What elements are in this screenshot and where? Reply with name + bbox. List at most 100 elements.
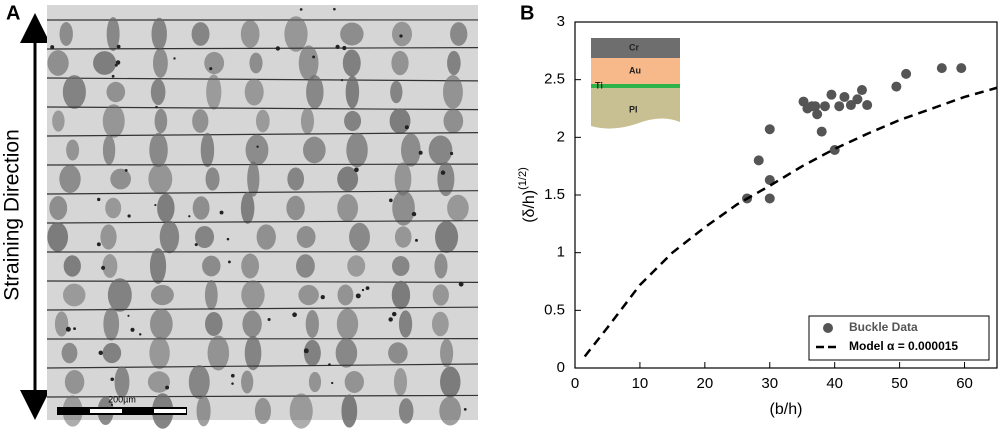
buckle xyxy=(344,371,364,393)
defect xyxy=(449,151,454,156)
buckle xyxy=(207,335,230,371)
defect xyxy=(226,237,230,241)
defect xyxy=(354,167,359,173)
strain-label: Straining Direction xyxy=(1,129,24,301)
buckle xyxy=(389,108,411,134)
buckle xyxy=(202,255,221,277)
buckle xyxy=(254,397,271,425)
buckle xyxy=(62,75,86,109)
buckle xyxy=(241,280,265,310)
defect xyxy=(97,197,101,202)
buckle xyxy=(149,308,173,340)
y-tick-label: 2.5 xyxy=(544,71,565,88)
defect xyxy=(388,317,393,322)
data-point xyxy=(936,63,947,74)
buckle xyxy=(159,220,180,254)
buckle xyxy=(303,136,326,164)
buckle xyxy=(192,109,209,133)
buckle xyxy=(100,224,117,250)
x-tick-label: 50 xyxy=(891,375,908,392)
defect xyxy=(110,403,114,406)
data-point xyxy=(764,175,775,186)
buckle xyxy=(206,74,222,110)
data-point xyxy=(753,155,764,166)
defect xyxy=(111,74,115,78)
buckle xyxy=(105,197,122,219)
buckle xyxy=(61,342,78,364)
buckle xyxy=(442,75,463,109)
defect xyxy=(115,60,121,65)
buckle xyxy=(66,139,80,161)
inset-label: PI xyxy=(629,104,638,114)
buckle xyxy=(437,161,455,197)
defect xyxy=(355,293,361,299)
data-point xyxy=(862,100,873,111)
buckle xyxy=(247,161,260,197)
defect xyxy=(404,125,409,130)
data-point xyxy=(839,91,850,102)
defect xyxy=(50,45,55,50)
buckle xyxy=(447,50,461,76)
defect xyxy=(209,67,213,71)
buckle xyxy=(390,80,403,104)
crack xyxy=(46,132,479,137)
buckle xyxy=(196,395,211,427)
buckle xyxy=(393,368,408,396)
defect xyxy=(391,311,397,317)
buckle xyxy=(289,393,313,429)
defect xyxy=(411,211,417,217)
data-point xyxy=(845,100,856,111)
defect xyxy=(312,55,316,59)
panel-a: A Straining Direction 200µm xyxy=(1,2,479,429)
buckle xyxy=(335,338,358,368)
buckle xyxy=(150,78,166,106)
buckle xyxy=(154,108,168,134)
buckle xyxy=(64,370,85,394)
x-tick-label: 10 xyxy=(632,375,649,392)
buckle xyxy=(388,342,408,364)
crack xyxy=(46,47,479,50)
buckle xyxy=(286,195,305,221)
defect xyxy=(328,363,331,366)
buckle xyxy=(345,75,360,109)
buckle xyxy=(103,307,120,341)
buckle xyxy=(245,134,269,166)
buckle xyxy=(188,365,210,399)
buckle xyxy=(394,162,412,196)
crack xyxy=(46,306,479,311)
buckle xyxy=(59,22,73,46)
buckle xyxy=(102,342,122,364)
buckle xyxy=(443,108,464,134)
defect xyxy=(228,260,231,264)
legend-marker xyxy=(823,323,833,333)
buckle xyxy=(439,396,462,426)
inset-label: Au xyxy=(629,65,641,75)
crack xyxy=(46,77,479,82)
data-point xyxy=(764,193,775,204)
buckle xyxy=(344,110,362,132)
scale-bar xyxy=(90,409,122,413)
y-axis-title-sup: (1/2) xyxy=(517,167,529,190)
buckle xyxy=(241,253,260,279)
buckle xyxy=(394,226,412,248)
buckle xyxy=(192,196,210,220)
buckle xyxy=(244,335,262,371)
buckle xyxy=(205,167,220,191)
buckle xyxy=(337,166,359,192)
micrograph-texture xyxy=(46,7,479,429)
buckle xyxy=(298,284,319,306)
buckle xyxy=(47,222,69,252)
buckle xyxy=(440,338,454,368)
x-axis-title: (b/h) xyxy=(770,401,803,418)
crack xyxy=(46,394,479,398)
buckle xyxy=(300,107,314,135)
buckle xyxy=(296,226,316,248)
data-point xyxy=(812,109,823,120)
buckle xyxy=(391,280,411,310)
defect xyxy=(230,373,235,378)
buckle xyxy=(110,168,131,190)
defect xyxy=(154,203,157,207)
data-point xyxy=(834,101,845,112)
defect xyxy=(96,242,101,247)
